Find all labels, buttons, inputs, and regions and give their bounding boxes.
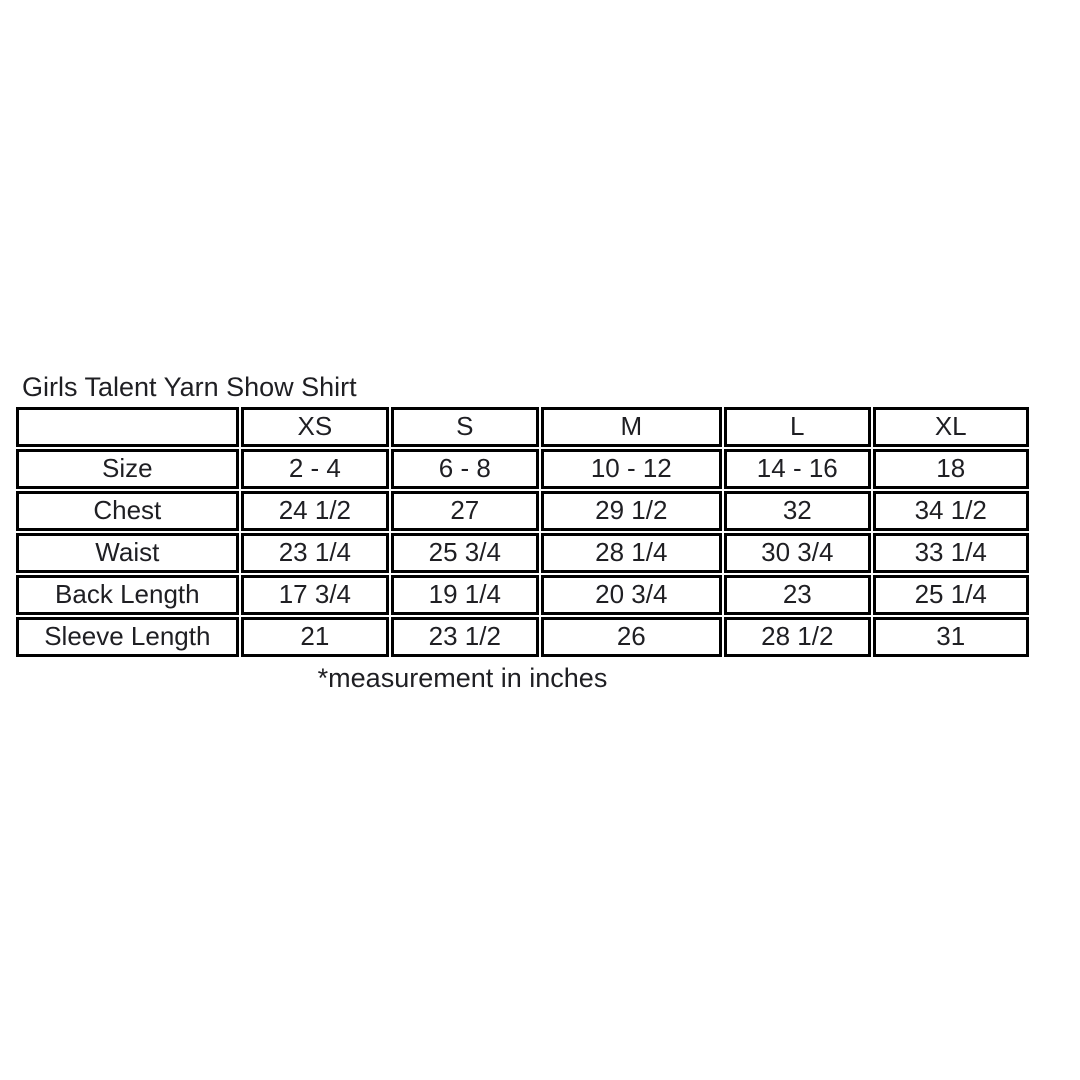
- table-cell: 6 - 8: [391, 449, 539, 489]
- table-cell: 28 1/4: [540, 533, 723, 573]
- table-cell: 32: [724, 491, 871, 531]
- column-header-xs: XS: [240, 407, 390, 447]
- page-title: Girls Talent Yarn Show Shirt: [22, 372, 357, 402]
- size-chart-table: XS S M L XL Size 2 - 4 6 - 8 10 - 12 14 …: [14, 405, 1031, 659]
- row-label-size: Size: [16, 449, 239, 489]
- column-header-s: S: [391, 407, 539, 447]
- table-cell: 25 1/4: [872, 575, 1029, 615]
- table-cell: 33 1/4: [872, 533, 1029, 573]
- table-cell: 18: [872, 449, 1029, 489]
- table-row-waist: Waist 23 1/4 25 3/4 28 1/4 30 3/4 33 1/4: [16, 533, 1029, 573]
- table-cell: 30 3/4: [724, 533, 871, 573]
- row-label-back-length: Back Length: [16, 575, 239, 615]
- column-header-xl: XL: [872, 407, 1029, 447]
- row-label-waist: Waist: [16, 533, 239, 573]
- table-cell: 27: [391, 491, 539, 531]
- table-cell: 34 1/2: [872, 491, 1029, 531]
- table-cell: 23 1/4: [240, 533, 390, 573]
- table-cell: 26: [540, 617, 723, 657]
- column-header-m: M: [540, 407, 723, 447]
- table-cell: 29 1/2: [540, 491, 723, 531]
- table-cell: 31: [872, 617, 1029, 657]
- header-row: XS S M L XL: [16, 407, 1029, 447]
- table-cell: 24 1/2: [240, 491, 390, 531]
- table-cell: 23 1/2: [391, 617, 539, 657]
- size-chart-sheet: Girls Talent Yarn Show Shirt XS S M L XL…: [14, 373, 1031, 694]
- table-row-chest: Chest 24 1/2 27 29 1/2 32 34 1/2: [16, 491, 1029, 531]
- row-label-sleeve-length: Sleeve Length: [16, 617, 239, 657]
- table-cell: 17 3/4: [240, 575, 390, 615]
- measurement-footnote: *measurement in inches: [317, 663, 608, 693]
- table-cell: 14 - 16: [724, 449, 871, 489]
- table-cell: 25 3/4: [391, 533, 539, 573]
- table-cell: 19 1/4: [391, 575, 539, 615]
- row-label-chest: Chest: [16, 491, 239, 531]
- table-cell: 20 3/4: [540, 575, 723, 615]
- table-cell: 10 - 12: [540, 449, 723, 489]
- table-row-sleeve-length: Sleeve Length 21 23 1/2 26 28 1/2 31: [16, 617, 1029, 657]
- table-row-size: Size 2 - 4 6 - 8 10 - 12 14 - 16 18: [16, 449, 1029, 489]
- column-header-l: L: [724, 407, 871, 447]
- table-row-back-length: Back Length 17 3/4 19 1/4 20 3/4 23 25 1…: [16, 575, 1029, 615]
- table-cell: 2 - 4: [240, 449, 390, 489]
- table-cell: 21: [240, 617, 390, 657]
- table-cell: 28 1/2: [724, 617, 871, 657]
- table-cell: 23: [724, 575, 871, 615]
- corner-cell: [16, 407, 239, 447]
